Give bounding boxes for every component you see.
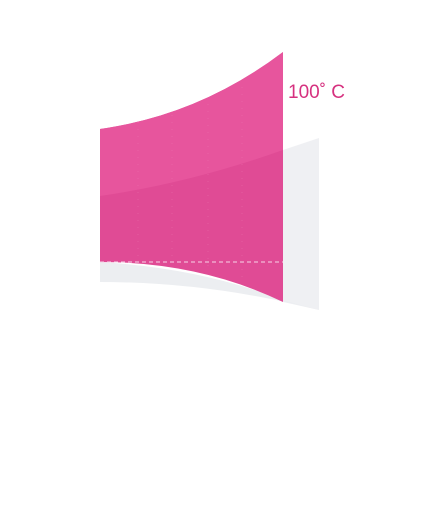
temperature-label: 100˚ C [288,82,346,103]
floor-shadow [100,262,319,310]
backdrop-panel [283,138,319,310]
panel-highlight-band [100,52,283,196]
